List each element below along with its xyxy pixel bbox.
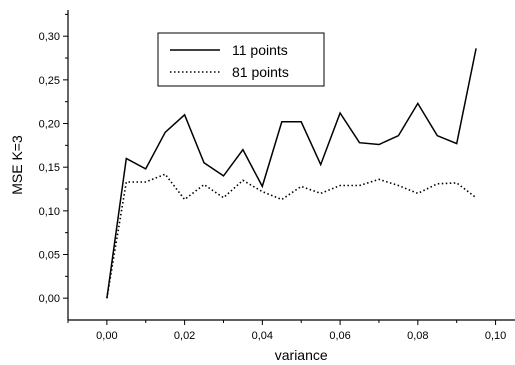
y-tick-label: 0,30 <box>39 31 60 43</box>
y-tick-label: 0,20 <box>39 119 60 131</box>
y-tick-label: 0,15 <box>39 162 60 174</box>
legend-box <box>157 32 325 87</box>
x-axis-title: variance <box>275 347 328 363</box>
series-line-1 <box>106 48 477 299</box>
y-axis-title: MSE K=3 <box>9 135 25 195</box>
x-tick-label: 0,00 <box>96 330 117 342</box>
y-tick-label: 0,25 <box>39 75 60 87</box>
y-tick-label: 0,00 <box>39 293 60 305</box>
x-tick-label: 0,06 <box>329 330 350 342</box>
x-tick-label: 0,02 <box>174 330 195 342</box>
x-tick-label: 0,08 <box>407 330 428 342</box>
x-tick-label: 0,10 <box>485 330 506 342</box>
y-tick-label: 0,10 <box>39 206 60 218</box>
x-tick-label: 0,04 <box>252 330 273 342</box>
legend-label-2: 81 points <box>232 64 289 80</box>
legend-label-1: 11 points <box>232 42 288 58</box>
series-line-2 <box>106 173 477 299</box>
y-tick-label: 0,05 <box>39 250 60 262</box>
